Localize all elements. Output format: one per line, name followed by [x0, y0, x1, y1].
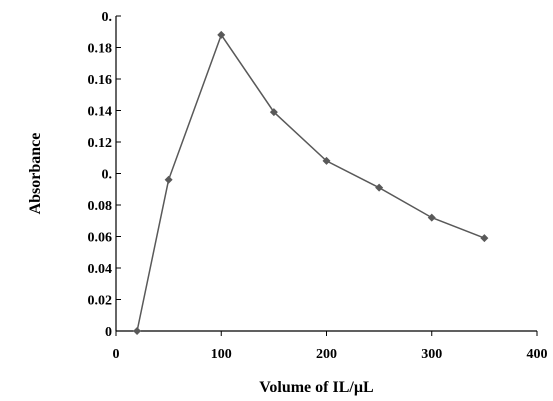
y-tick-label: 0.12	[88, 136, 113, 151]
y-tick-label: 0.	[102, 10, 113, 25]
y-tick-label: 0.16	[88, 73, 113, 88]
axes	[115, 16, 537, 332]
x-tick-label: 100	[211, 347, 232, 362]
x-axis-title: Volume of IL/µL	[259, 379, 373, 396]
y-tick-label: 0.06	[88, 231, 113, 246]
data-point-marker	[133, 327, 142, 335]
data-point-marker	[427, 213, 436, 222]
y-tick-label: 0.18	[88, 42, 113, 57]
y-tick-label: 0.	[102, 168, 113, 183]
data-point-marker	[375, 183, 384, 192]
x-tick-label: 300	[421, 347, 442, 362]
x-tick-label: 400	[527, 347, 548, 362]
ticks: 0 0.02 0.04 0.06 0.08 0. 0.12 0.14 0.16 0.18 0. 0 10…	[88, 10, 548, 362]
data-point-marker	[480, 234, 489, 243]
y-tick-label: 0.14	[88, 105, 113, 120]
data-point-marker	[217, 30, 226, 39]
y-tick-label: 0.08	[88, 199, 113, 214]
data-point-marker	[322, 156, 331, 165]
y-tick-label: 0.02	[88, 294, 113, 309]
series-line	[136, 33, 485, 332]
data-point-marker	[164, 175, 173, 184]
x-tick-label: 200	[316, 347, 337, 362]
y-axis-title: Absorbance	[27, 133, 44, 215]
y-tick-label: 0.04	[88, 262, 113, 277]
y-tick-label: 0	[105, 325, 112, 340]
data-point-marker	[269, 108, 278, 117]
x-tick-label: 0	[113, 347, 120, 362]
series-layer	[133, 30, 489, 335]
